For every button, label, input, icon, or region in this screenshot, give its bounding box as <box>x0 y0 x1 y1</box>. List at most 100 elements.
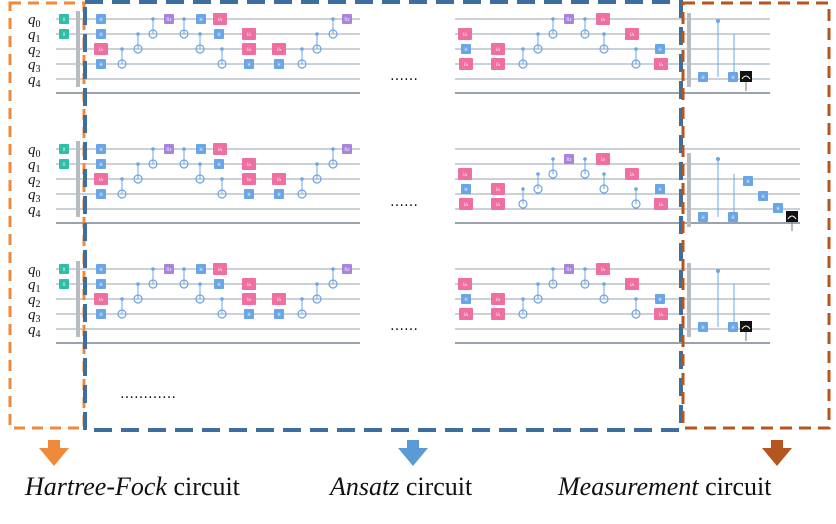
u-gate: U₃ <box>596 153 610 165</box>
h-gate: H <box>196 14 206 24</box>
h-gate-label: H <box>99 312 102 317</box>
u-gate-label: U₃ <box>496 47 501 52</box>
cnot-gate <box>631 187 641 209</box>
u-gate-label: U₃ <box>218 147 223 152</box>
cnot-gate <box>580 157 590 179</box>
u-gate-label: U₃ <box>247 297 252 302</box>
qubit-index: 4 <box>36 79 41 90</box>
u-gate-label: U₃ <box>463 172 468 177</box>
x-gate: X <box>59 279 69 289</box>
u-gate-label: U₃ <box>463 32 468 37</box>
u-gate: U₃ <box>272 43 286 55</box>
h-gate: H <box>698 72 708 82</box>
u-gate-label: U₃ <box>601 17 606 22</box>
u-gate: U₃ <box>625 28 639 40</box>
h-gate: H <box>698 322 708 332</box>
u-gate: U₃ <box>242 293 256 305</box>
u-gate: U₃ <box>242 43 256 55</box>
h-gate-label: H <box>217 282 220 287</box>
u-gate: U₃ <box>242 278 256 290</box>
u-gate-label: U₃ <box>218 267 223 272</box>
u-gate: U₃ <box>272 293 286 305</box>
cnot-gate <box>195 32 205 54</box>
u-gate-label: U₃ <box>277 47 282 52</box>
h-gate-label: H <box>701 75 704 80</box>
h-gate: H <box>274 59 284 69</box>
u-gate: U₃ <box>491 183 505 195</box>
cnot-gate <box>117 47 127 69</box>
u-gate: U₃ <box>94 293 108 305</box>
measurement-gate <box>740 71 752 91</box>
u-gate-label: U₃ <box>463 282 468 287</box>
h-gate: H <box>96 264 106 274</box>
h-gate-label: H <box>776 206 779 211</box>
u-gate: U₃ <box>625 278 639 290</box>
h-gate: H <box>274 309 284 319</box>
x-gate: X <box>59 159 69 169</box>
barrier <box>687 263 691 337</box>
circuit-wires <box>56 18 800 344</box>
h-gate-label: H <box>701 215 704 220</box>
cnot-gate <box>580 17 590 39</box>
h-gate: H <box>96 189 106 199</box>
rz-gate: Rz <box>342 14 352 24</box>
u-gate: U₃ <box>491 308 505 320</box>
cnot-gate <box>631 297 641 319</box>
cnot-gate <box>217 47 227 69</box>
cnot-gate <box>518 297 528 319</box>
cnot-gate <box>148 17 158 39</box>
ellipsis-more-circuits: ………… <box>120 386 176 402</box>
h-gate-label: H <box>761 194 764 199</box>
barrier <box>76 141 80 217</box>
arrow-down-icon-measurement <box>762 440 792 466</box>
rz-gate: Rz <box>564 264 574 274</box>
h-gate: H <box>461 184 471 194</box>
rz-gate-label: Rz <box>167 17 172 22</box>
rz-gate-label: Rz <box>167 147 172 152</box>
h-gate-label: H <box>247 62 250 67</box>
section-frames <box>8 0 831 432</box>
u-gate: U₃ <box>213 263 227 275</box>
h-gate: H <box>698 212 708 222</box>
caption-measurement: Measurement circuit <box>558 472 772 501</box>
rz-gate-label: Rz <box>345 17 350 22</box>
cnot-gate <box>217 297 227 319</box>
control-dot <box>716 19 720 23</box>
u-gate: U₃ <box>491 293 505 305</box>
measurement-gate <box>786 211 798 231</box>
measurement-gate <box>740 321 752 341</box>
arrow-down-icon-hartree-fock <box>39 440 69 466</box>
u-gate-label: U₃ <box>247 32 252 37</box>
cnot-gate <box>217 177 227 199</box>
qubit-index: 0 <box>36 269 41 280</box>
barrier <box>687 153 691 227</box>
h-gate: H <box>773 203 783 213</box>
h-gate-label: H <box>217 32 220 37</box>
ellipsis-row-1: …… <box>390 68 418 84</box>
u-gate-label: U₃ <box>601 157 606 162</box>
h-gate: H <box>214 279 224 289</box>
h-gate: H <box>196 264 206 274</box>
u-gate: U₃ <box>654 198 668 210</box>
u-gate: U₃ <box>596 263 610 275</box>
u-gate-label: U₃ <box>630 32 635 37</box>
cnot-gate <box>599 32 609 54</box>
h-gate: H <box>743 176 753 186</box>
h-gate-label: H <box>199 17 202 22</box>
h-gate-label: H <box>277 62 280 67</box>
cnot-gate <box>179 267 189 289</box>
h-gate-label: H <box>464 187 467 192</box>
u-gate-label: U₃ <box>630 282 635 287</box>
qubit-index: 3 <box>36 314 41 325</box>
meter-arc-icon <box>787 215 797 220</box>
u-gate-label: U₃ <box>496 297 501 302</box>
barrier <box>687 13 691 87</box>
h-gate-label: H <box>99 282 102 287</box>
x-gate: X <box>59 29 69 39</box>
x-gate-label: X <box>63 32 66 37</box>
h-gate: H <box>214 159 224 169</box>
u-gate: U₃ <box>94 43 108 55</box>
u-gate: U₃ <box>459 198 473 210</box>
u-gate-label: U₃ <box>464 62 469 67</box>
